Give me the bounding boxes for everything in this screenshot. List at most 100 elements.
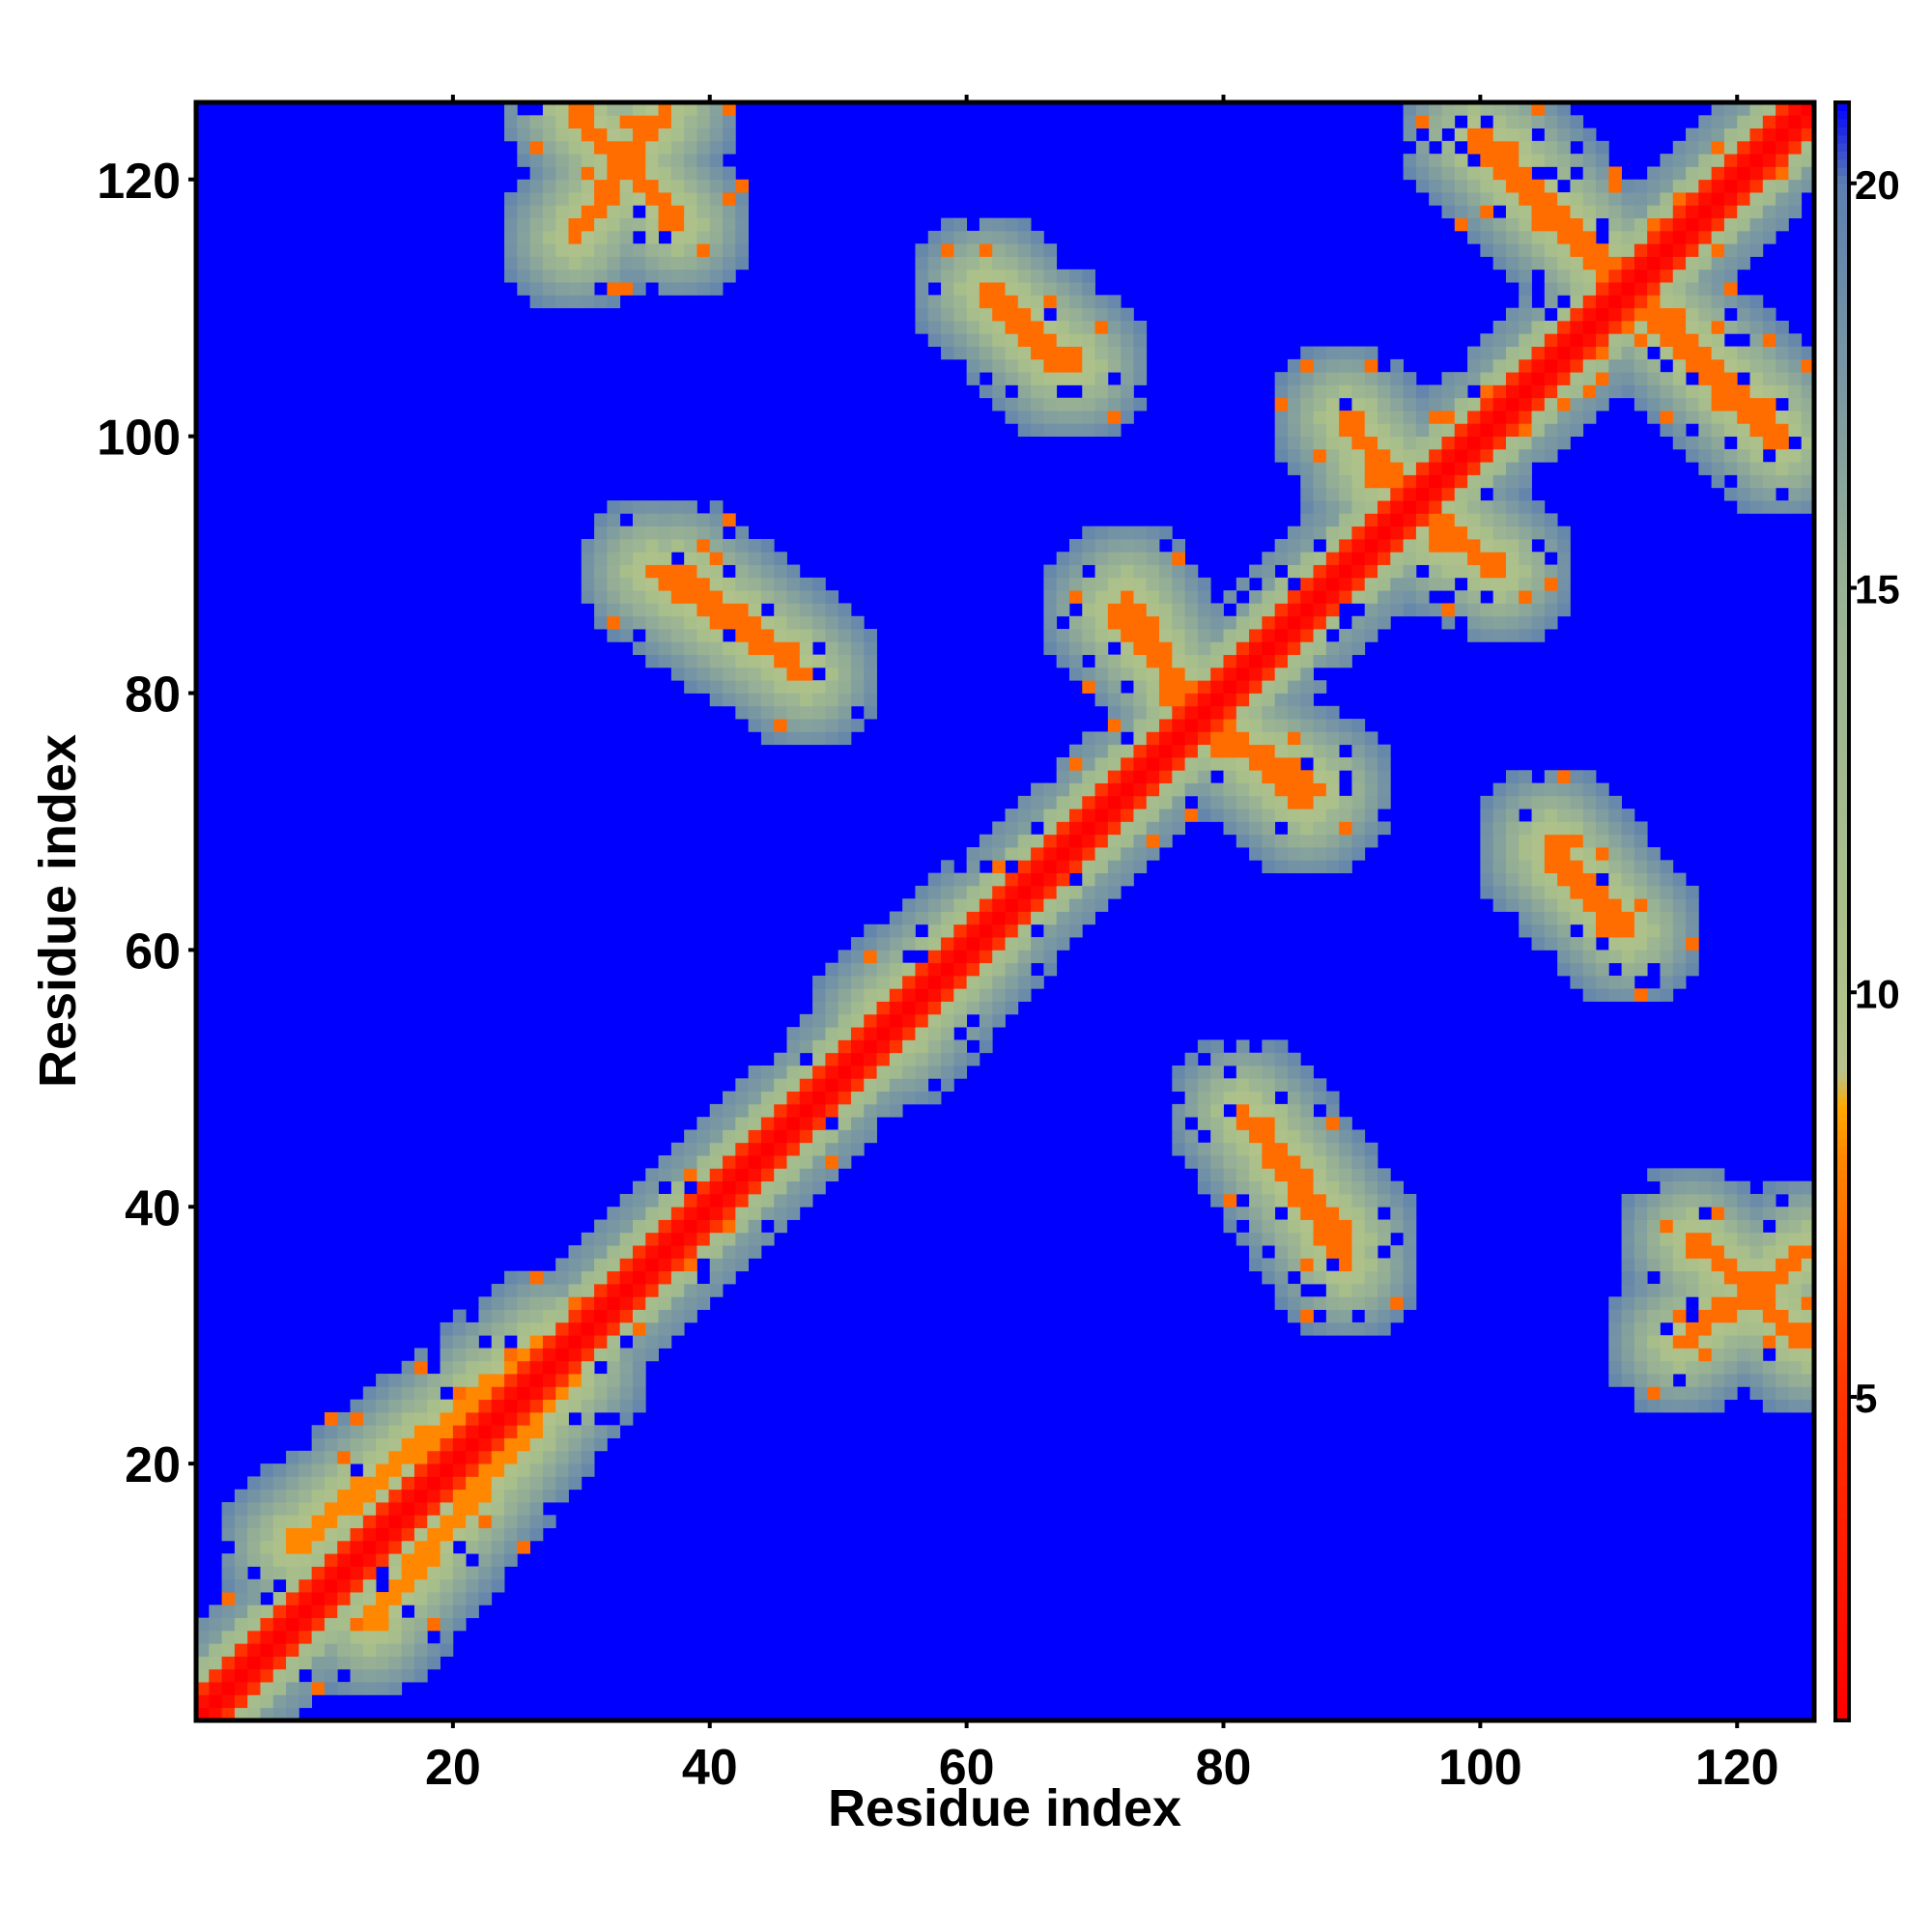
heatmap-cell [517,1502,531,1516]
heatmap-cell [735,629,750,642]
heatmap-cell [774,615,787,630]
heatmap-cell [774,667,787,681]
heatmap-cell [709,654,724,668]
heatmap-cell [1339,1258,1352,1272]
heatmap-cell [735,1180,750,1195]
heatmap-cell [1274,552,1289,565]
heatmap-cell [1672,423,1687,438]
heatmap-cell [1776,1245,1789,1259]
heatmap-cell [311,1437,326,1452]
heatmap-cell [594,179,608,193]
heatmap-cell [1351,834,1366,848]
heatmap-cell [298,1540,313,1554]
heatmap-cell [966,346,980,360]
heatmap-cell [1005,975,1019,989]
heatmap-cell [1300,603,1314,617]
heatmap-cell [1249,1117,1263,1130]
heatmap-cell [1467,411,1481,424]
heatmap-cell [735,1207,750,1220]
heatmap-cell [452,1578,467,1593]
heatmap-cell [568,1245,582,1259]
heatmap-cell [1441,526,1456,540]
heatmap-cell [1505,615,1520,630]
heatmap-cell [1441,166,1456,181]
heatmap-cell [941,217,954,232]
heatmap-cell [760,641,775,656]
heatmap-cell [1749,411,1764,424]
heatmap-cell [632,1399,646,1413]
heatmap-cell [953,898,968,912]
heatmap-cell [1364,1309,1378,1323]
heatmap-cell [1544,102,1558,116]
heatmap-cell [1031,230,1044,244]
heatmap-cell [427,1450,440,1464]
heatmap-cell [1467,102,1481,116]
heatmap-cell [658,1168,672,1182]
heatmap-cell [1711,384,1725,399]
heatmap-cell [1287,693,1301,707]
heatmap-cell [529,1515,544,1528]
heatmap-cell [1403,1270,1417,1285]
heatmap-cell [632,1207,646,1220]
heatmap-cell [1660,397,1674,412]
heatmap-cell [478,1502,493,1516]
heatmap-cell [1801,1193,1815,1208]
heatmap-cell [1621,821,1635,836]
heatmap-cell [696,577,711,591]
heatmap-cell [774,1091,787,1105]
heatmap-cell [838,654,852,668]
heatmap-cell [1351,423,1366,438]
heatmap-cell [748,1103,762,1118]
heatmap-cell [607,1219,621,1234]
heatmap-cell [723,115,736,128]
heatmap-cell [568,1309,582,1323]
heatmap-cell [1686,448,1699,463]
heatmap-cell [1082,872,1095,887]
heatmap-cell [413,1630,428,1644]
heatmap-cell [478,1348,493,1362]
heatmap-cell [1608,898,1622,912]
heatmap-cell [941,860,954,874]
heatmap-cell [632,128,646,142]
heatmap-cell [529,140,544,155]
colorbar-tick-label: 15 [1855,567,1900,612]
heatmap-cell [594,615,608,630]
heatmap-cell [1082,795,1095,810]
heatmap-cell [1159,809,1173,822]
heatmap-cell [491,1578,505,1593]
heatmap-cell [1043,397,1058,412]
heatmap-cell [1300,654,1314,668]
heatmap-cell [1415,384,1430,399]
heatmap-cell [658,1284,672,1297]
heatmap-cell [1364,1270,1378,1285]
heatmap-cell [362,1502,377,1516]
heatmap-cell [1505,898,1520,912]
heatmap-cell [774,1129,787,1144]
heatmap-cell [1686,256,1699,270]
heatmap-cell [1068,538,1083,553]
heatmap-cell [864,1039,877,1054]
heatmap-cell [1737,448,1750,463]
heatmap-cell [478,1374,493,1387]
colorbar-segment [1835,927,1849,937]
heatmap-cell [1570,809,1584,822]
heatmap-cell [838,641,852,656]
heatmap-cell [979,962,993,977]
heatmap-cell [748,641,762,656]
heatmap-cell [581,1321,595,1336]
heatmap-cell [1480,552,1494,565]
heatmap-cell [491,1348,505,1362]
heatmap-cell [452,1527,467,1542]
heatmap-cell [1698,140,1713,155]
heatmap-cell [1351,1207,1366,1220]
heatmap-cell [1801,1386,1815,1401]
heatmap-cell [1698,179,1713,193]
heatmap-cell [684,154,697,167]
heatmap-cell [1698,1245,1713,1259]
heatmap-cell [735,1258,750,1272]
heatmap-cell [966,243,980,257]
y-tick-label: 80 [125,668,181,724]
heatmap-cell [1082,744,1095,758]
heatmap-cell [1017,950,1032,964]
heatmap-cell [1043,962,1058,977]
